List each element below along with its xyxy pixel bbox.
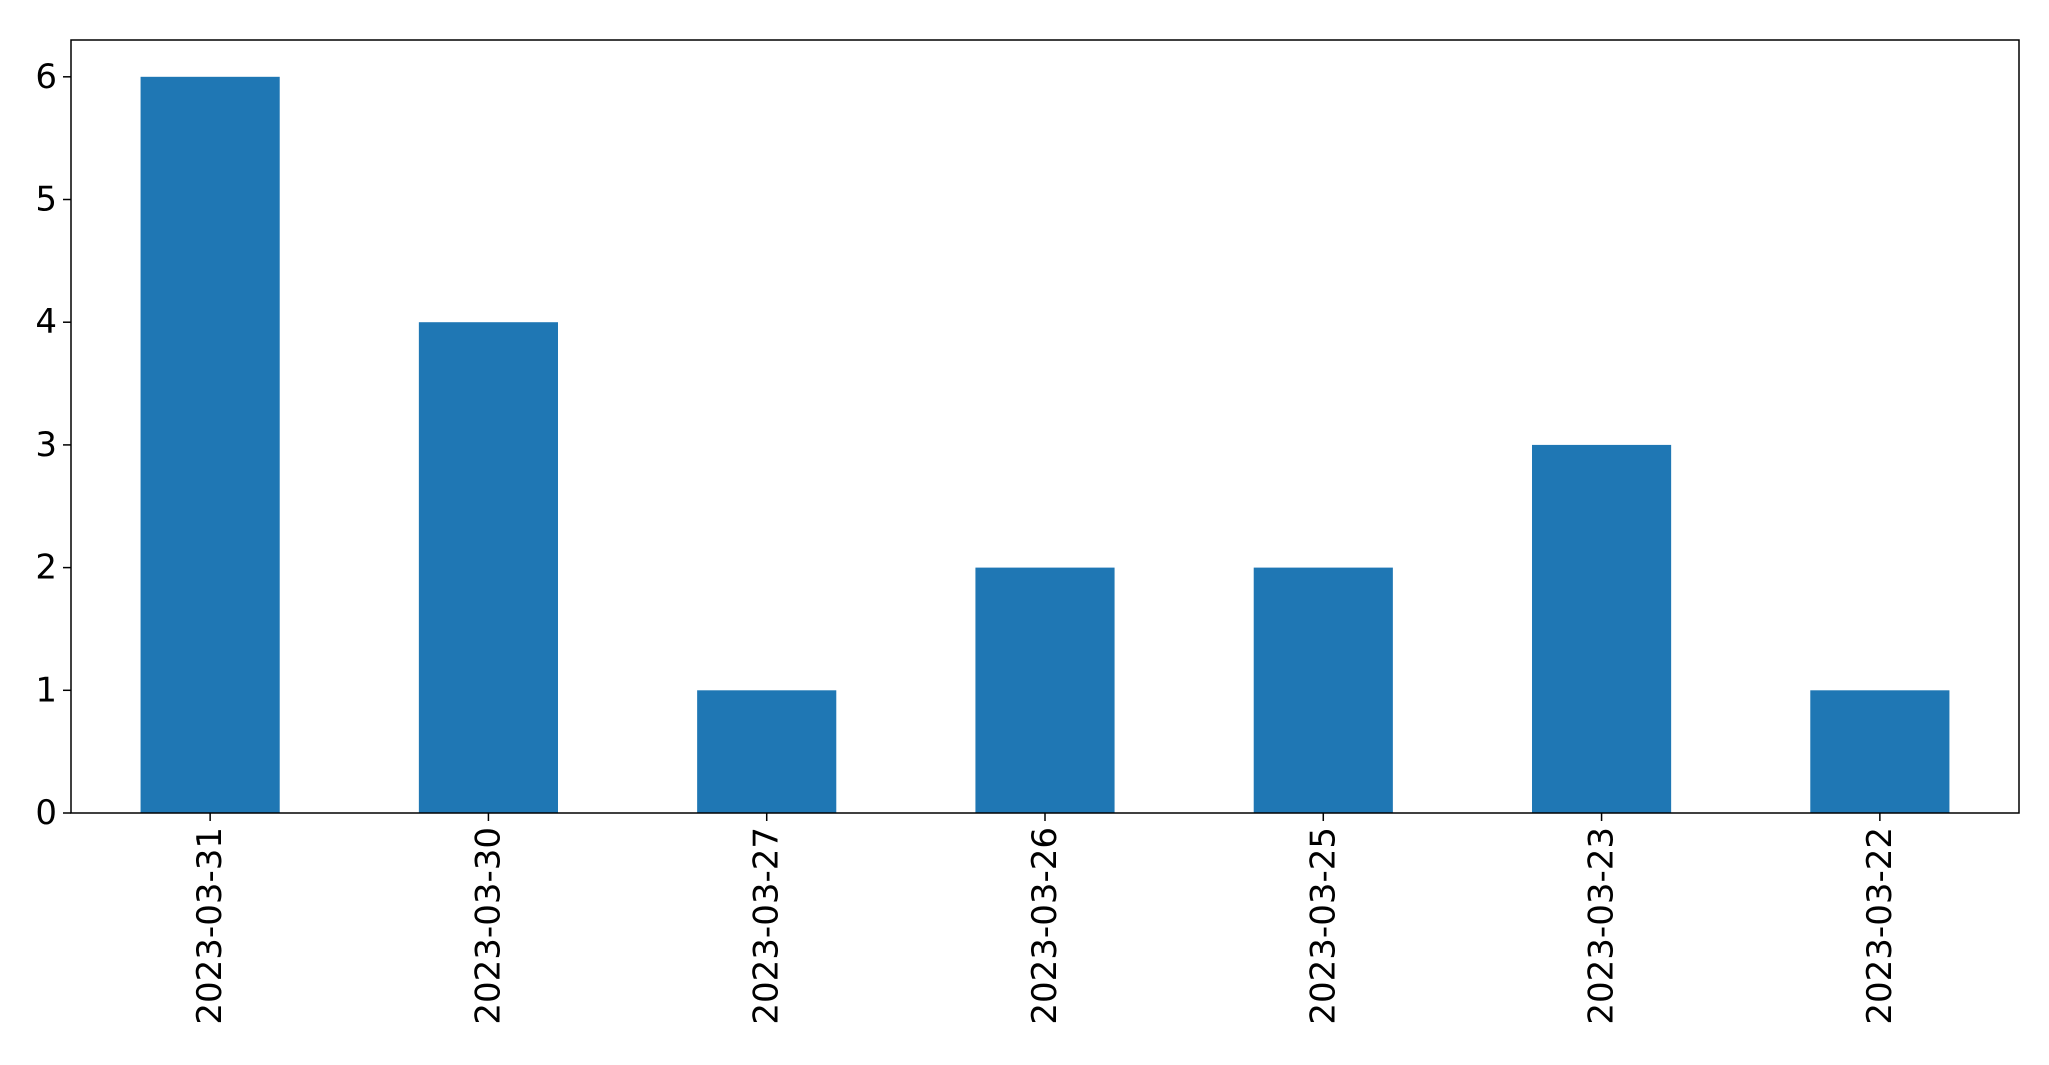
y-tick-label: 4 [35, 302, 57, 342]
y-tick-label: 6 [35, 57, 57, 97]
x-tick-label: 2023-03-26 [1025, 827, 1065, 1025]
y-tick-label: 5 [35, 180, 57, 220]
bar-2023-03-27 [697, 690, 837, 813]
x-tick-label: 2023-03-30 [468, 827, 508, 1025]
bar-2023-03-25 [1253, 567, 1393, 813]
x-tick-label: 2023-03-25 [1303, 827, 1343, 1025]
bar-2023-03-31 [140, 76, 280, 814]
bar-2023-03-30 [418, 322, 558, 813]
y-axis-ticks: 0 1 2 3 4 5 6 [35, 57, 71, 833]
y-tick-label: 0 [35, 793, 57, 833]
x-tick-label: 2023-03-23 [1582, 827, 1622, 1025]
bar-2023-03-26 [975, 567, 1115, 813]
x-axis-ticks: 2023-03-31 2023-03-30 2023-03-27 2023-03-26… [190, 813, 1900, 1025]
bar-2023-03-23 [1532, 444, 1672, 813]
y-tick-label: 2 [35, 548, 57, 588]
y-tick-label: 3 [35, 425, 57, 465]
bar-2023-03-22 [1810, 690, 1950, 813]
plot-area-frame [70, 39, 2020, 814]
x-tick-label: 2023-03-22 [1860, 827, 1900, 1025]
x-tick-label: 2023-03-31 [190, 827, 230, 1025]
y-tick-label: 1 [35, 670, 57, 710]
bars-group [140, 76, 1950, 814]
x-tick-label: 2023-03-27 [747, 827, 787, 1025]
